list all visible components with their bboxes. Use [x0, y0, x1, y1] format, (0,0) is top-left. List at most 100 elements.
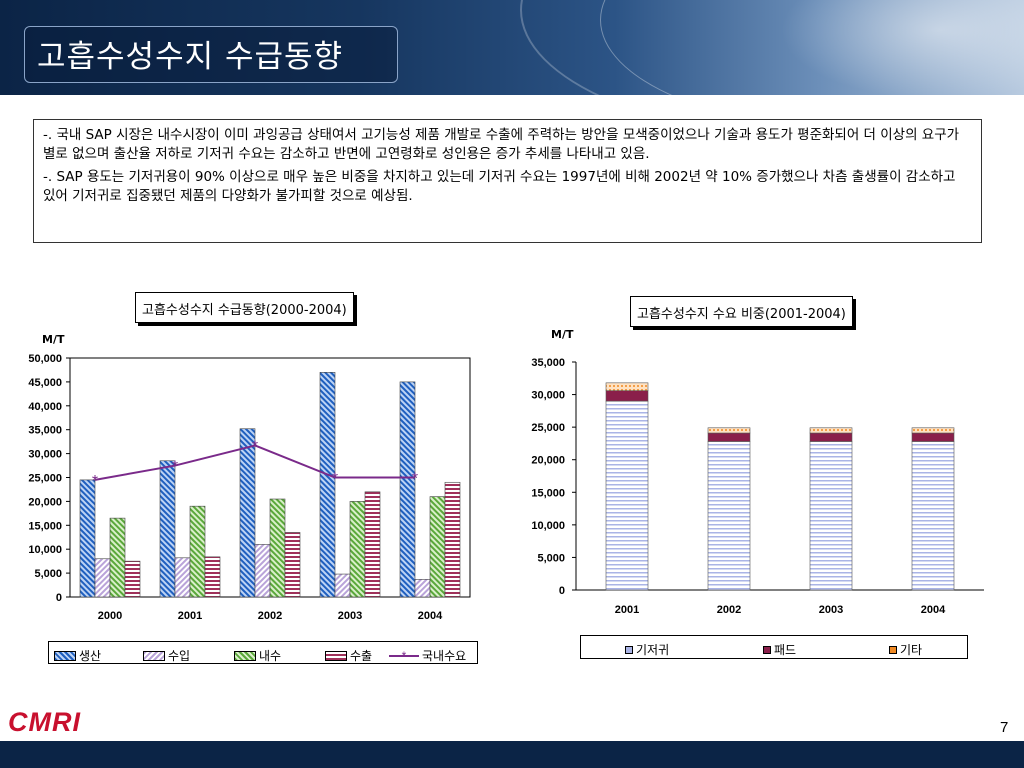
bar-패드-2004	[911, 432, 955, 442]
x-tick-label: 2002	[258, 610, 282, 622]
legend-swatch-production	[54, 650, 76, 661]
legend-item-export: 수출	[325, 647, 372, 664]
y-tick-label: 30,000	[28, 449, 62, 461]
bar-내수-2002	[269, 498, 286, 598]
y-tick-label: 20,000	[28, 496, 62, 508]
x-tick-label: 2003	[338, 610, 362, 622]
bar-수출-2001	[204, 556, 221, 598]
demand-share-legend: 기저귀 패드 기타	[580, 635, 968, 659]
bar-수입-2000	[94, 558, 111, 598]
legend-swatch-domestic	[234, 650, 256, 661]
y-tick-label: 5,000	[34, 568, 62, 580]
legend-swatch-other	[889, 645, 897, 654]
bar-수출-2003	[364, 491, 381, 598]
y-tick-label: 15,000	[28, 520, 62, 532]
bar-생산-2002	[239, 428, 256, 598]
legend-label-domestic-demand: 국내수요	[422, 649, 467, 663]
y-tick-label: 15,000	[531, 487, 565, 499]
legend-item-pad: 패드	[763, 641, 796, 658]
y-tick-label: 25,000	[531, 422, 565, 434]
y-tick-label: 20,000	[531, 455, 565, 467]
demand-share-chart-unit: M/T	[551, 328, 574, 341]
bar-기타-2003	[809, 427, 853, 434]
legend-swatch-export	[325, 650, 347, 661]
domestic-demand-point: *	[92, 473, 98, 490]
legend-label-export: 수출	[350, 649, 373, 663]
bar-수입-2001	[174, 557, 191, 598]
legend-swatch-diaper	[625, 645, 633, 654]
y-tick-label: 30,000	[531, 390, 565, 402]
x-tick-label: 2003	[819, 604, 843, 616]
bar-생산-2000	[79, 479, 96, 598]
domestic-demand-point: *	[172, 459, 178, 476]
bar-기저귀-2003	[809, 441, 853, 591]
legend-item-import: 수입	[143, 647, 190, 664]
y-tick-label: 0	[559, 585, 565, 597]
x-tick-label: 2004	[921, 604, 946, 616]
page-number: 7	[1000, 719, 1009, 736]
domestic-demand-line	[94, 444, 415, 481]
description-paragraph-1: -. 국내 SAP 시장은 내수시장이 이미 과잉공급 상태여서 고기능성 제품…	[43, 127, 960, 162]
supply-chart-legend: 생산 수입 내수 수출 * 국내수요	[48, 641, 478, 664]
bar-기저귀-2002	[707, 441, 751, 591]
supply-chart-unit: M/T	[42, 333, 65, 346]
bar-수출-2004	[444, 481, 461, 598]
bar-내수-2003	[349, 501, 366, 598]
x-tick-label: 2004	[418, 610, 443, 622]
y-tick-label: 5,000	[537, 552, 565, 564]
bar-수입-2004	[414, 579, 431, 598]
bar-기타-2004	[911, 427, 955, 434]
x-tick-label: 2000	[98, 610, 122, 622]
bar-기타-2002	[707, 427, 751, 434]
legend-swatch-domestic-demand: *	[389, 650, 419, 662]
bar-생산-2001	[159, 460, 176, 598]
legend-item-other: 기타	[889, 641, 922, 658]
bar-수출-2002	[284, 532, 301, 598]
header-band: 고흡수성수지 수급동향	[0, 0, 1024, 95]
bar-생산-2004	[399, 381, 416, 598]
legend-label-production: 생산	[79, 649, 102, 663]
y-tick-label: 40,000	[28, 401, 62, 413]
bar-패드-2002	[707, 432, 751, 442]
legend-swatch-pad	[763, 645, 771, 654]
bar-내수-2004	[429, 496, 446, 598]
bar-생산-2003	[319, 372, 336, 598]
description-paragraph-2: -. SAP 용도는 기저귀용이 90% 이상으로 매우 높은 비중을 차지하고…	[43, 169, 956, 204]
y-tick-label: 35,000	[531, 357, 565, 369]
footer-band	[0, 741, 1024, 768]
legend-item-production: 생산	[54, 647, 101, 664]
y-tick-label: 0	[56, 592, 62, 604]
y-tick-label: 10,000	[28, 544, 62, 556]
bar-수출-2000	[124, 560, 141, 598]
legend-label-diaper: 기저귀	[636, 643, 670, 657]
legend-item-domestic: 내수	[234, 647, 281, 664]
description-box: -. 국내 SAP 시장은 내수시장이 이미 과잉공급 상태여서 고기능성 제품…	[33, 119, 982, 243]
bar-내수-2001	[189, 505, 206, 598]
y-tick-label: 45,000	[28, 377, 62, 389]
bar-패드-2003	[809, 432, 853, 442]
domestic-demand-point: *	[412, 471, 418, 488]
domestic-demand-point: *	[332, 471, 338, 488]
legend-label-domestic: 내수	[259, 649, 282, 663]
domestic-demand-point: *	[252, 438, 258, 455]
y-tick-label: 25,000	[28, 473, 62, 485]
bar-내수-2000	[109, 517, 126, 598]
bar-패드-2001	[605, 390, 649, 402]
slide-title: 고흡수성수지 수급동향	[37, 39, 344, 75]
bar-기타-2001	[605, 382, 649, 391]
demand-share-chart: 0 5,000 10,000 15,000 20,000 25,000 30,000 35,0…	[531, 357, 984, 616]
x-tick-label: 2001	[178, 610, 202, 622]
x-tick-label: 2002	[717, 604, 741, 616]
bar-기저귀-2001	[605, 400, 649, 591]
title-box	[24, 26, 398, 83]
svg-text:*: *	[402, 650, 407, 662]
y-tick-label: 35,000	[28, 425, 62, 437]
supply-chart-title: 고흡수성수지 수급동향(2000-2004)	[135, 292, 354, 323]
supply-demand-chart: 0 5,000 10,000 15,000 20,000 25,000 30,000 35,0…	[28, 353, 471, 622]
x-tick-label: 2001	[615, 604, 639, 616]
legend-label-import: 수입	[168, 649, 191, 663]
y-tick-label: 50,000	[28, 353, 62, 365]
legend-swatch-import	[143, 650, 165, 661]
bar-기저귀-2004	[911, 441, 955, 591]
legend-label-other: 기타	[900, 643, 923, 657]
